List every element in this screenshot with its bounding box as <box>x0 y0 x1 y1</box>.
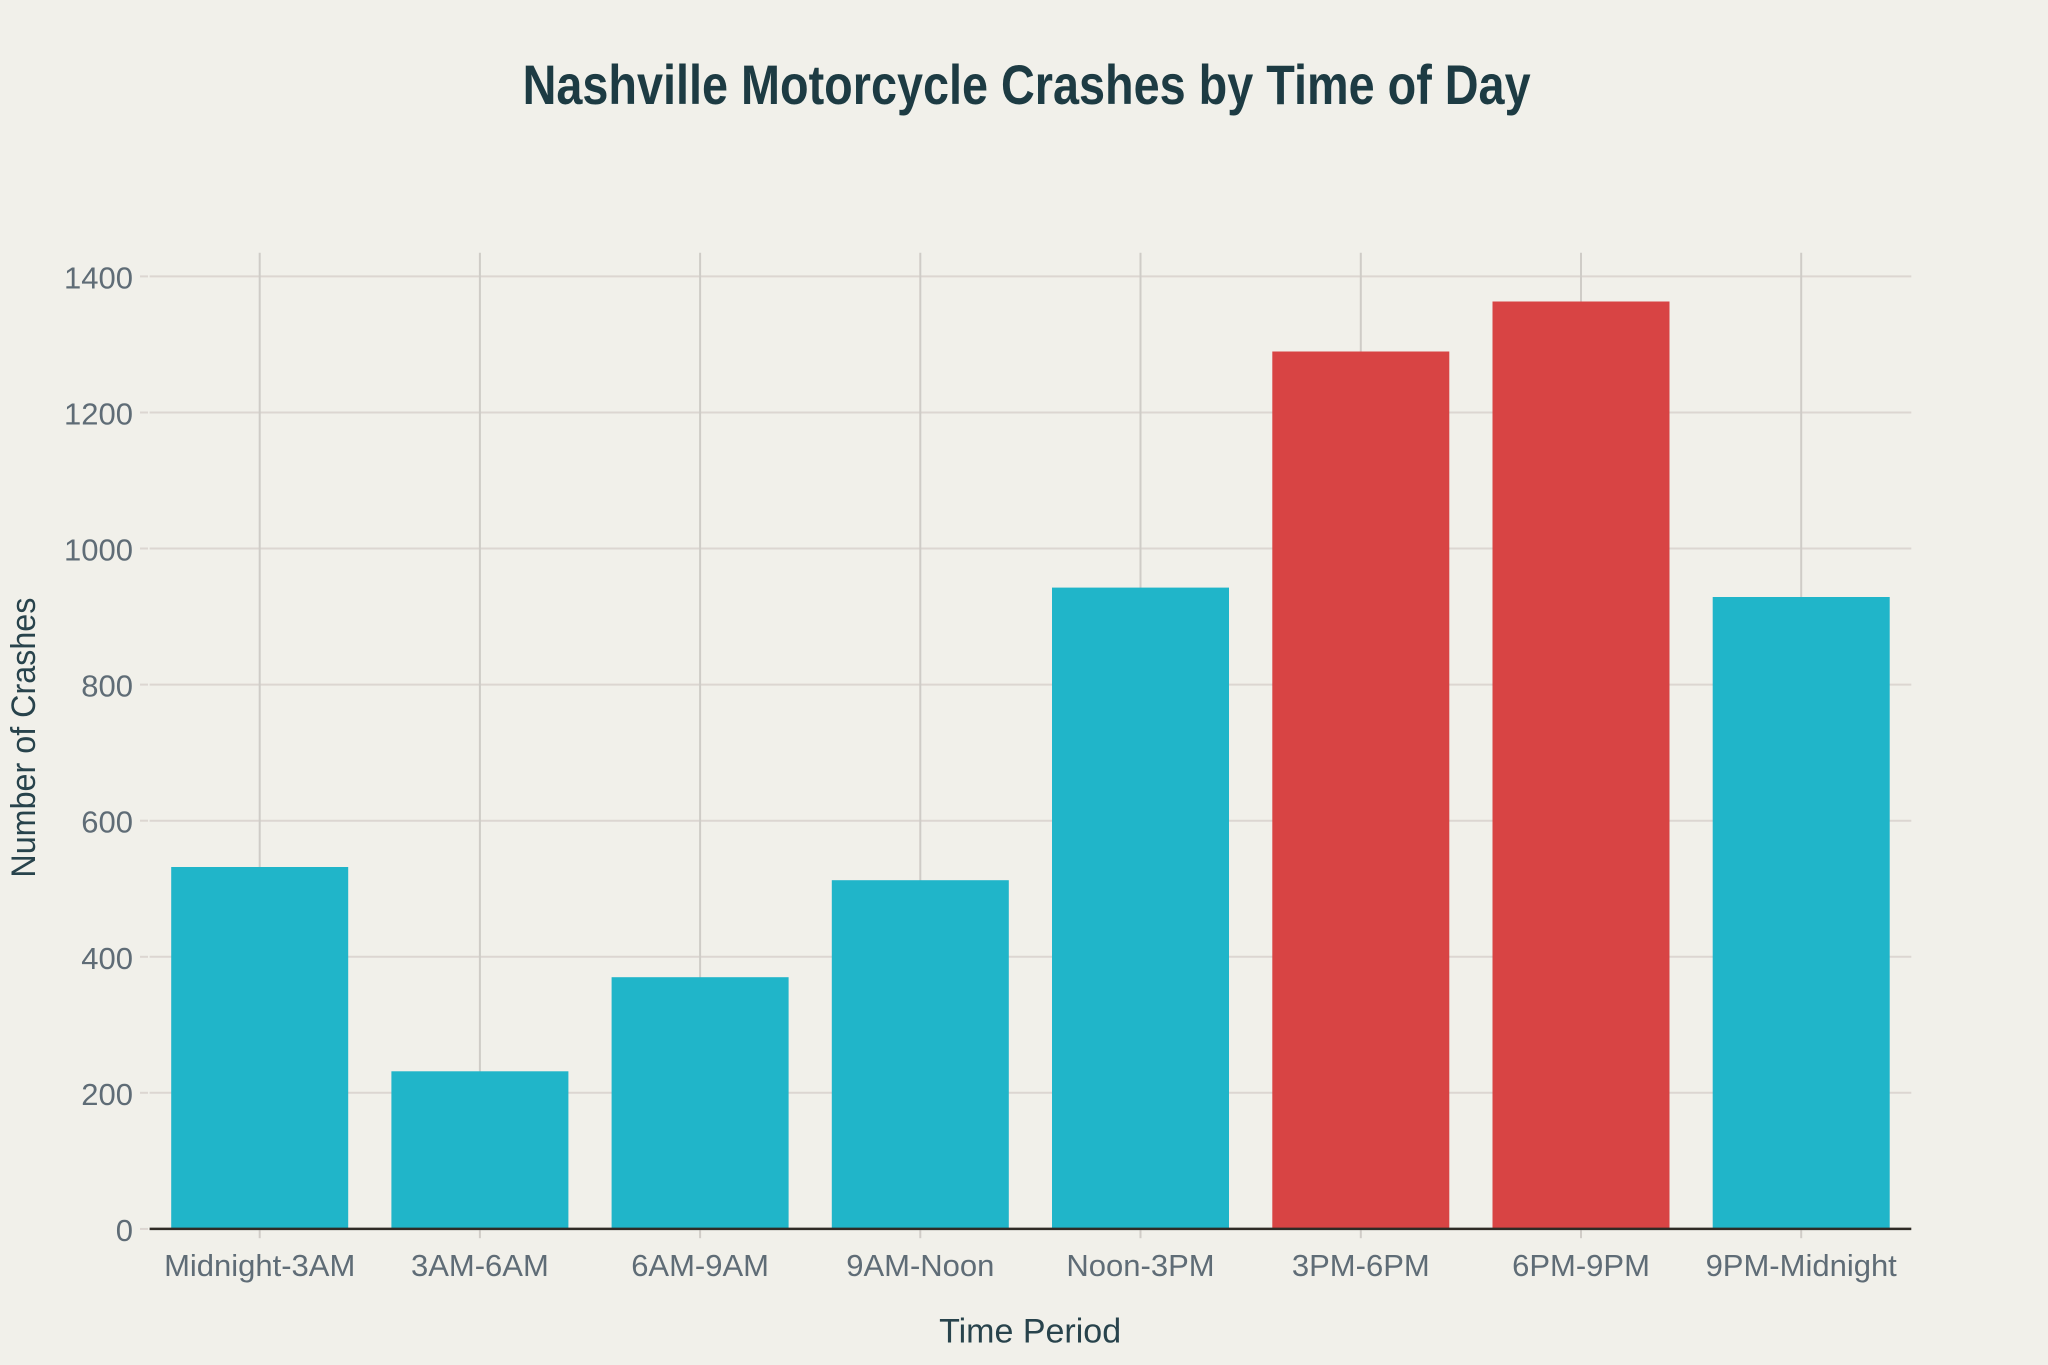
svg-text:Time Period: Time Period <box>939 1313 1121 1351</box>
svg-text:Midnight-3AM: Midnight-3AM <box>164 1248 355 1283</box>
svg-text:0: 0 <box>116 1213 133 1248</box>
svg-text:3PM-6PM: 3PM-6PM <box>1292 1248 1430 1283</box>
svg-text:1000: 1000 <box>64 533 133 568</box>
svg-text:Noon-3PM: Noon-3PM <box>1066 1248 1214 1283</box>
svg-text:3AM-6AM: 3AM-6AM <box>411 1248 549 1283</box>
svg-text:1400: 1400 <box>64 260 133 295</box>
svg-text:800: 800 <box>81 669 133 704</box>
svg-text:600: 600 <box>81 805 133 840</box>
svg-text:1200: 1200 <box>64 397 133 432</box>
svg-text:400: 400 <box>81 941 133 976</box>
svg-text:9PM-Midnight: 9PM-Midnight <box>1706 1248 1898 1283</box>
svg-text:Nashville Motorcycle Crashes b: Nashville Motorcycle Crashes by Time of … <box>523 53 1531 116</box>
svg-text:9AM-Noon: 9AM-Noon <box>846 1248 994 1283</box>
svg-text:6AM-9AM: 6AM-9AM <box>631 1248 769 1283</box>
svg-text:Number of Crashes: Number of Crashes <box>5 598 43 878</box>
svg-text:200: 200 <box>81 1077 133 1112</box>
svg-text:6PM-9PM: 6PM-9PM <box>1512 1248 1650 1283</box>
